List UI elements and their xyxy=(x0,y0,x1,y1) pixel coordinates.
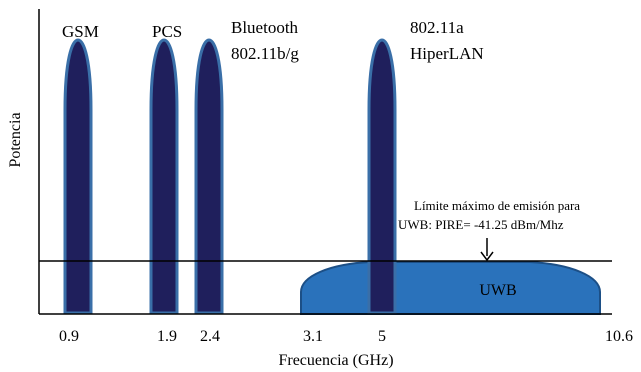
bluetooth-label-line1: Bluetooth xyxy=(231,18,299,37)
limit-arrow-head xyxy=(480,251,494,262)
uwb-label: UWB xyxy=(479,282,516,299)
limit-annotation-line2: UWB: PIRE= -41.25 dBm/Mhz xyxy=(398,217,564,232)
gsm-label: GSM xyxy=(62,22,99,41)
pcs-band-shape xyxy=(149,38,179,315)
bluetooth-label-line2: 802.11b/g xyxy=(231,44,299,63)
gsm-band-shape xyxy=(63,38,93,315)
y-axis-label: Potencia xyxy=(7,112,24,167)
wifi-a-label-line1: 802.11a xyxy=(410,18,464,37)
tick-label: 0.9 xyxy=(59,328,79,345)
limit-annotation-line1: Límite máximo de emisión para xyxy=(414,198,580,213)
tick-label: 5 xyxy=(378,328,386,345)
tick-label: 2.4 xyxy=(200,328,220,345)
bluetooth-band-shape xyxy=(194,38,224,315)
wifi-a-band-shape xyxy=(367,38,397,315)
uwb-band-shape xyxy=(300,261,601,315)
pcs-label: PCS xyxy=(152,22,182,41)
wifi-a-label-line2: HiperLAN xyxy=(410,44,484,63)
x-axis-label: Frecuencia (GHz) xyxy=(278,352,393,369)
tick-label: 3.1 xyxy=(303,328,323,345)
tick-label: 10.6 xyxy=(605,328,633,345)
tick-label: 1.9 xyxy=(157,328,177,345)
